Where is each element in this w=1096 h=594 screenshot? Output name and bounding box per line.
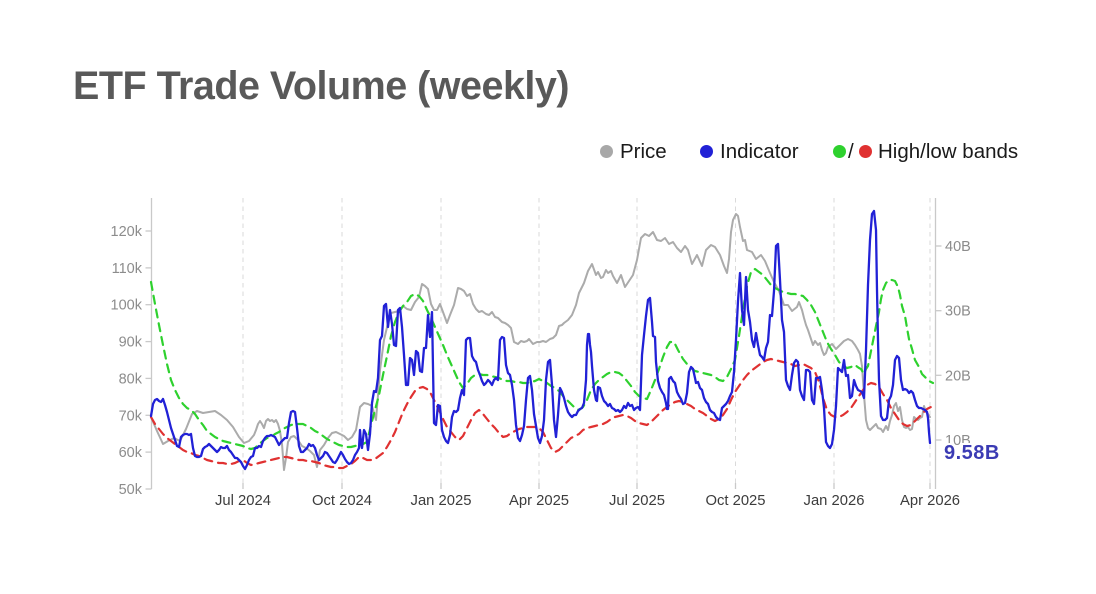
svg-text:Jul 2024: Jul 2024 <box>215 493 271 509</box>
svg-text:80k: 80k <box>119 371 143 387</box>
svg-text:90k: 90k <box>119 335 143 351</box>
svg-text:50k: 50k <box>119 482 143 498</box>
svg-text:Apr 2025: Apr 2025 <box>509 493 569 509</box>
svg-text:70k: 70k <box>119 408 143 424</box>
svg-text:100k: 100k <box>111 298 143 314</box>
svg-text:Jul 2025: Jul 2025 <box>609 493 665 509</box>
svg-text:110k: 110k <box>112 261 143 277</box>
svg-text:60k: 60k <box>119 445 143 461</box>
svg-text:120k: 120k <box>111 224 143 240</box>
svg-text:Jan 2026: Jan 2026 <box>804 493 865 509</box>
svg-text:10B: 10B <box>945 433 971 449</box>
svg-text:9.58B: 9.58B <box>944 442 1000 464</box>
svg-text:Apr 2026: Apr 2026 <box>900 493 960 509</box>
svg-text:20B: 20B <box>945 368 971 384</box>
svg-text:Oct 2024: Oct 2024 <box>312 493 372 509</box>
svg-text:Jan 2025: Jan 2025 <box>411 493 472 509</box>
svg-text:40B: 40B <box>945 239 971 255</box>
svg-text:Oct 2025: Oct 2025 <box>705 493 765 509</box>
svg-text:30B: 30B <box>945 304 971 320</box>
